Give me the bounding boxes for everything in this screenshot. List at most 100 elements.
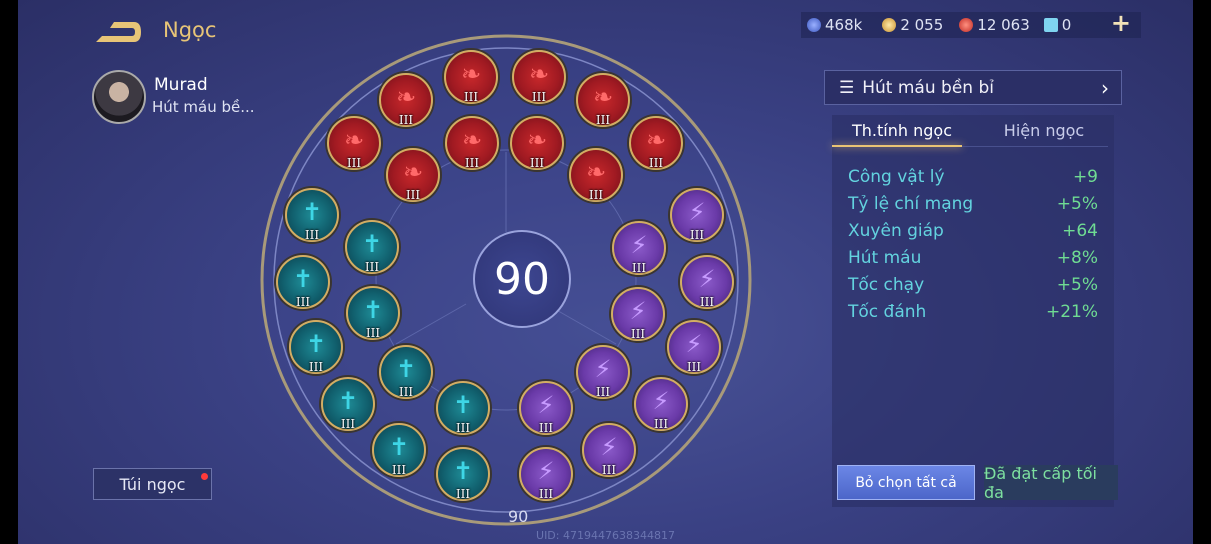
purple-gem-slot[interactable]: ⚡ III xyxy=(611,287,665,341)
gem-bag-button[interactable]: Túi ngọc xyxy=(93,468,212,500)
active-tab-indicator xyxy=(832,145,962,147)
red-gem-slot[interactable]: ❧ III xyxy=(510,116,564,170)
gem-level: III xyxy=(398,385,414,399)
stat-row: Xuyên giáp +64 xyxy=(848,221,1098,248)
gem-level: III xyxy=(595,113,611,127)
gem-level: III xyxy=(340,417,356,431)
red-gem-icon: ❧ xyxy=(461,126,483,154)
wheel-bottom-label: 90 xyxy=(508,507,529,526)
gem-level: III xyxy=(364,260,380,274)
gem-level: III xyxy=(308,360,324,374)
teal-gem-slot[interactable]: ✝ III xyxy=(372,423,426,477)
red-gem-icon: ❧ xyxy=(460,60,482,88)
red-gem-slot[interactable]: ❧ III xyxy=(569,148,623,202)
red-gem-slot[interactable]: ❧ III xyxy=(386,148,440,202)
red-gem-icon: ❧ xyxy=(592,83,614,111)
red-gem-slot[interactable]: ❧ III xyxy=(444,50,498,104)
teal-gem-slot[interactable]: ✝ III xyxy=(285,188,339,242)
red-gem-currency: 12 063 xyxy=(959,16,1030,34)
red-gem-slot[interactable]: ❧ III xyxy=(629,116,683,170)
purple-gem-slot[interactable]: ⚡ III xyxy=(519,381,573,435)
notification-dot xyxy=(201,473,208,480)
tab-divider xyxy=(962,146,1108,147)
teal-gem-slot[interactable]: ✝ III xyxy=(436,447,490,501)
add-button[interactable]: + xyxy=(1110,9,1131,37)
purple-gem-slot[interactable]: ⚡ III xyxy=(670,188,724,242)
gem-level: III xyxy=(631,261,647,275)
tab-show-gems[interactable]: Hiện ngọc xyxy=(1003,121,1085,140)
resource-bar: 468k 2 055 12 063 0 + xyxy=(801,9,1141,38)
gem-level: III xyxy=(653,417,669,431)
purple-gem-icon: ⚡ xyxy=(688,198,706,226)
teal-gem-slot[interactable]: ✝ III xyxy=(436,381,490,435)
hero-avatar[interactable] xyxy=(92,70,146,124)
gold-coin: 2 055 xyxy=(882,16,943,34)
teal-gem-slot[interactable]: ✝ III xyxy=(289,320,343,374)
gem-level: III xyxy=(538,421,554,435)
red-gem-slot[interactable]: ❧ III xyxy=(327,116,381,170)
teal-gem-icon: ✝ xyxy=(292,265,314,293)
purple-gem-icon: ⚡ xyxy=(537,457,555,485)
list-icon: ☰ xyxy=(839,77,855,98)
teal-gem-slot[interactable]: ✝ III xyxy=(346,286,400,340)
gold-coin-icon xyxy=(882,18,897,32)
teal-gem-slot[interactable]: ✝ III xyxy=(379,345,433,399)
stat-value: +64 xyxy=(1062,221,1098,241)
teal-gem-icon: ✝ xyxy=(362,296,384,324)
teal-gem-icon: ✝ xyxy=(305,330,327,358)
red-gem-icon: ❧ xyxy=(526,126,548,154)
purple-gem-icon: ⚡ xyxy=(594,355,612,383)
purple-gem-icon: ⚡ xyxy=(537,391,555,419)
purple-gem-slot[interactable]: ⚡ III xyxy=(612,221,666,275)
gem-info-panel: ☰ Hút máu bền bỉ › Th.tính ngọc Hiện ngọ… xyxy=(824,70,1122,510)
red-gem-slot[interactable]: ❧ III xyxy=(576,73,630,127)
stat-row: Tốc chạy +5% xyxy=(848,275,1098,302)
gem-set-selector[interactable]: ☰ Hút máu bền bỉ › xyxy=(824,70,1122,105)
purple-gem-slot[interactable]: ⚡ III xyxy=(582,423,636,477)
red-gem-slot[interactable]: ❧ III xyxy=(445,116,499,170)
purple-gem-slot[interactable]: ⚡ III xyxy=(680,255,734,309)
purple-gem-slot[interactable]: ⚡ III xyxy=(634,377,688,431)
gem-level: III xyxy=(398,113,414,127)
teal-gem-slot[interactable]: ✝ III xyxy=(345,220,399,274)
stat-row: Hút máu +8% xyxy=(848,248,1098,275)
deselect-all-button[interactable]: Bỏ chọn tất cả xyxy=(837,465,975,500)
stat-name: Công vật lý xyxy=(848,167,945,187)
gem-level: III xyxy=(295,295,311,309)
gem-level: III xyxy=(455,421,471,435)
stat-row: Tỷ lệ chí mạng +5% xyxy=(848,194,1098,221)
hero-gem-set: Hút máu bề... xyxy=(152,98,255,116)
purple-gem-slot[interactable]: ⚡ III xyxy=(667,320,721,374)
tab-gem-stats[interactable]: Th.tính ngọc xyxy=(852,121,952,140)
purple-gem-slot[interactable]: ⚡ III xyxy=(519,447,573,501)
max-level-status: Đã đạt cấp tối đa xyxy=(984,464,1118,502)
gem-level: III xyxy=(346,156,362,170)
blue-swirl-coin-icon xyxy=(807,18,821,32)
teal-gem-slot[interactable]: ✝ III xyxy=(321,377,375,431)
red-gem-icon: ❧ xyxy=(645,126,667,154)
purple-gem-slot[interactable]: ⚡ III xyxy=(576,345,630,399)
teal-gem-icon: ✝ xyxy=(395,355,417,383)
gem-level: III xyxy=(463,90,479,104)
teal-gem-icon: ✝ xyxy=(452,457,474,485)
gem-level: III xyxy=(648,156,664,170)
gem-bag-label: Túi ngọc xyxy=(119,474,186,494)
teal-gem-icon: ✝ xyxy=(337,387,359,415)
stat-name: Tốc đánh xyxy=(848,302,927,322)
teal-gem-slot[interactable]: ✝ III xyxy=(276,255,330,309)
gem-level: III xyxy=(391,463,407,477)
stat-name: Tỷ lệ chí mạng xyxy=(848,194,974,214)
stat-value: +5% xyxy=(1056,194,1098,214)
purple-gem-icon: ⚡ xyxy=(600,433,618,461)
red-gem-icon: ❧ xyxy=(402,158,424,186)
stats-box: Th.tính ngọc Hiện ngọc Công vật lý +9 Tỷ l… xyxy=(832,115,1118,507)
back-arrow-icon[interactable] xyxy=(94,20,142,44)
gem-level: III xyxy=(588,188,604,202)
red-gem-slot[interactable]: ❧ III xyxy=(512,50,566,104)
teal-gem-icon: ✝ xyxy=(361,230,383,258)
gem-level: III xyxy=(595,385,611,399)
hero-name: Murad xyxy=(154,75,208,95)
red-gem-slot[interactable]: ❧ III xyxy=(379,73,433,127)
purple-gem-icon: ⚡ xyxy=(652,387,670,415)
gem-level: III xyxy=(699,295,715,309)
